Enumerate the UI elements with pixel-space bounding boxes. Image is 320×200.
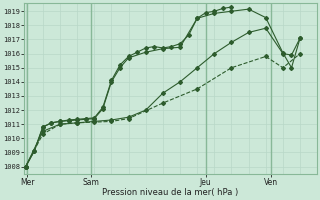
X-axis label: Pression niveau de la mer( hPa ): Pression niveau de la mer( hPa ) bbox=[102, 188, 239, 197]
